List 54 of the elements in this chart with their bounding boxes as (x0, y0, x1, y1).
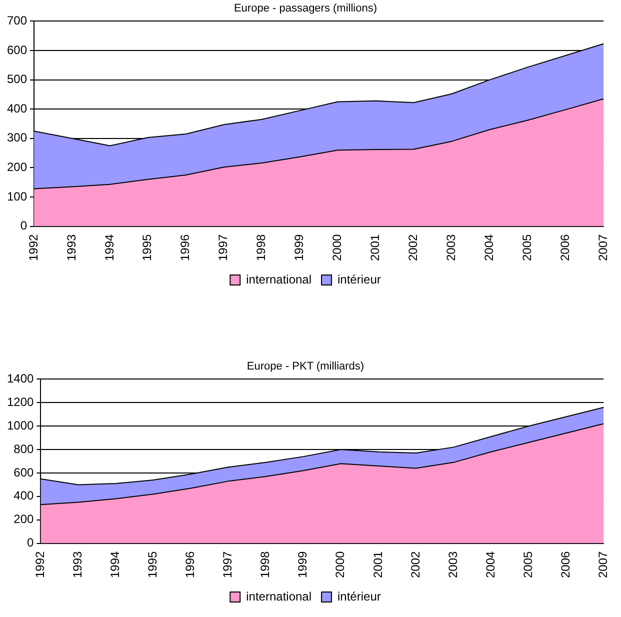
chart-title: Europe - passagers (millions) (234, 2, 378, 15)
y-tick-label: 400 (14, 488, 34, 503)
x-tick-label: 1996 (183, 550, 198, 578)
y-tick-label: 800 (14, 442, 34, 456)
legend-label: intérieur (338, 589, 381, 604)
x-tick-label: 1998 (254, 234, 268, 262)
x-tick-label: 1995 (146, 550, 160, 578)
y-tick-label: 1400 (6, 372, 34, 386)
x-tick-label: 2003 (446, 550, 460, 578)
y-tick-label: 500 (6, 72, 28, 86)
x-tick-label: 2004 (483, 550, 498, 578)
x-tick-label: 2005 (520, 234, 534, 262)
x-tick-label: 1996 (178, 234, 192, 262)
x-tick-label: 1994 (108, 550, 122, 578)
legend-label: intérieur (338, 272, 381, 286)
y-tick-label: 700 (6, 14, 28, 28)
x-tick-label: 1993 (70, 550, 85, 578)
y-tick-label: 100 (6, 189, 28, 204)
y-tick-label: 1200 (6, 394, 34, 409)
y-tick-label: 400 (6, 101, 28, 116)
x-tick-label: 2001 (368, 234, 382, 262)
x-tick-label: 1992 (26, 234, 40, 262)
y-tick-label: 600 (6, 42, 28, 57)
x-tick-label: 2000 (333, 550, 348, 578)
x-tick-label: 1997 (220, 550, 235, 578)
y-tick-label: 200 (14, 512, 34, 526)
x-tick-label: 2007 (596, 234, 610, 262)
x-tick-label: 2003 (444, 234, 458, 262)
y-tick-label: 0 (20, 218, 28, 233)
x-tick-label: 1995 (140, 234, 154, 262)
x-tick-label: 2004 (482, 234, 496, 262)
x-tick-label: 2002 (406, 234, 420, 262)
x-tick-label: 2005 (520, 550, 535, 578)
x-tick-label: 2001 (370, 550, 385, 578)
y-tick-label: 1000 (6, 418, 34, 432)
legend-label: international (246, 272, 312, 286)
y-tick-label: 0 (27, 536, 34, 550)
chart-title: Europe - PKT (milliards) (246, 360, 364, 373)
x-tick-label: 2006 (558, 234, 572, 262)
x-tick-label: 1992 (33, 550, 48, 578)
y-tick-label: 200 (6, 160, 28, 174)
x-tick-label: 1993 (64, 234, 78, 262)
legend-label: international (246, 589, 312, 604)
x-tick-label: 1998 (258, 550, 272, 578)
x-tick-label: 2007 (596, 550, 610, 578)
x-tick-label: 1999 (292, 234, 306, 262)
x-tick-label: 1999 (296, 550, 310, 578)
x-tick-label: 2002 (408, 550, 422, 578)
y-tick-label: 600 (14, 465, 34, 480)
x-tick-label: 2006 (558, 550, 572, 578)
x-tick-label: 1997 (216, 234, 230, 262)
x-tick-label: 1994 (102, 234, 116, 262)
y-tick-label: 300 (6, 130, 28, 145)
x-tick-label: 2000 (330, 234, 344, 262)
